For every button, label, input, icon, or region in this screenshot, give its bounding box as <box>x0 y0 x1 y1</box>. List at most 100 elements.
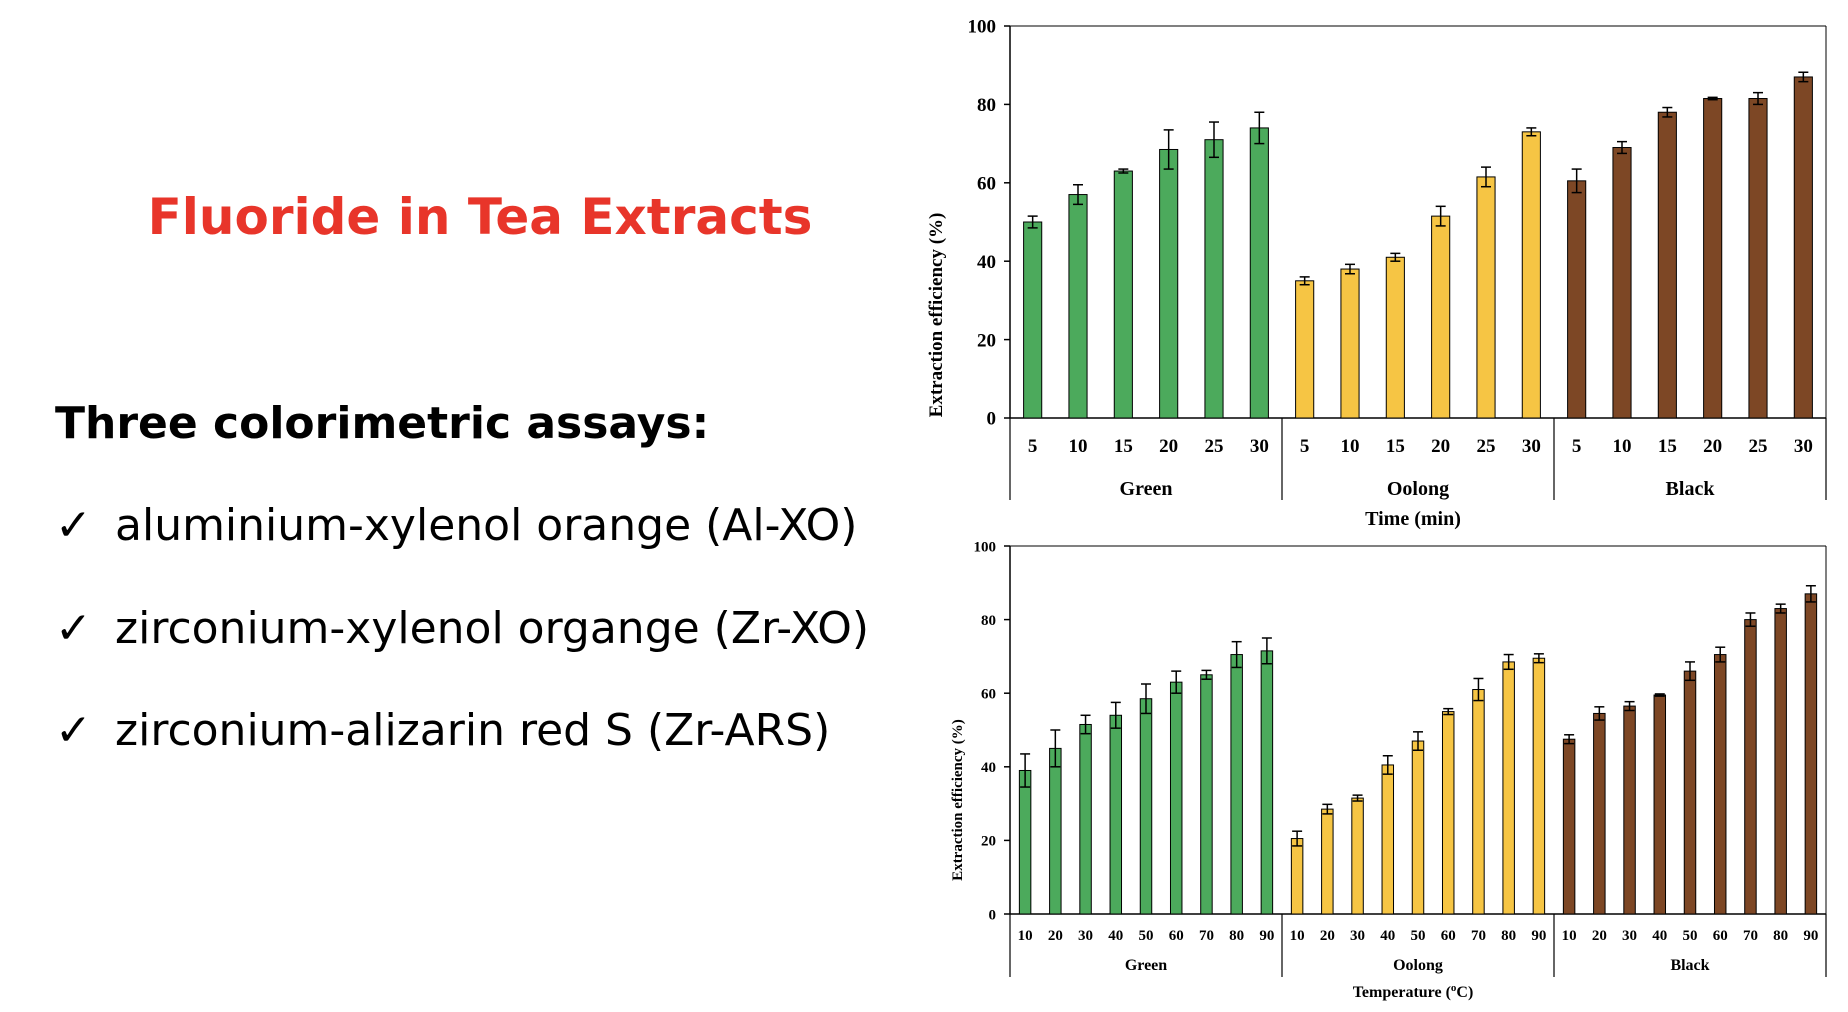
bar <box>1321 808 1334 915</box>
bar <box>1411 740 1425 915</box>
y-tick-label: 40 <box>977 252 996 273</box>
x-tick-label: 25 <box>1477 436 1496 457</box>
checkmark-icon: ✓ <box>55 603 92 654</box>
x-tick-label: 80 <box>1501 928 1516 944</box>
bar <box>1804 593 1818 915</box>
bar <box>1381 764 1395 915</box>
x-tick-label: 25 <box>1749 436 1768 457</box>
assay-label: aluminium-xylenol orange (Al-XO) <box>115 500 858 551</box>
bar <box>1249 127 1269 419</box>
bar <box>1748 98 1768 419</box>
bar <box>1200 674 1213 915</box>
group-label: Green <box>1120 478 1173 500</box>
y-tick-label: 60 <box>981 686 996 702</box>
chart1-ylabel: Extraction efficiency (%) <box>926 213 947 418</box>
y-tick-label: 0 <box>989 907 997 923</box>
group-label: Oolong <box>1393 957 1443 974</box>
bar <box>1340 268 1360 419</box>
x-tick-label: 70 <box>1471 928 1486 944</box>
checkmark-icon: ✓ <box>55 500 92 551</box>
bar <box>1230 654 1243 915</box>
bar <box>1385 256 1405 419</box>
bar <box>1476 176 1496 419</box>
y-tick-label: 80 <box>981 613 996 629</box>
assay-item-zr-ars: ✓ zirconium-alizarin red S (Zr-ARS) <box>55 705 830 756</box>
x-tick-label: 30 <box>1250 436 1269 457</box>
bar <box>1295 280 1315 419</box>
bar <box>1109 714 1123 915</box>
x-tick-label: 15 <box>1114 436 1133 457</box>
bar <box>1079 723 1092 915</box>
bar <box>1774 608 1787 915</box>
x-tick-label: 25 <box>1205 436 1224 457</box>
x-tick-label: 80 <box>1773 928 1788 944</box>
bar <box>1018 769 1032 915</box>
x-tick-label: 30 <box>1794 436 1813 457</box>
y-tick-label: 100 <box>974 539 997 555</box>
bar <box>1567 180 1587 419</box>
y-tick-label: 80 <box>977 95 996 116</box>
x-tick-label: 50 <box>1683 928 1698 944</box>
y-tick-label: 20 <box>977 330 996 351</box>
x-tick-label: 30 <box>1522 436 1541 457</box>
x-tick-label: 40 <box>1652 928 1667 944</box>
bar <box>1593 712 1606 915</box>
x-tick-label: 5 <box>1300 436 1310 457</box>
slide-title: Fluoride in Tea Extracts <box>147 188 813 246</box>
bar <box>1351 797 1364 915</box>
bar <box>1703 98 1723 419</box>
x-tick-label: 5 <box>1572 436 1582 457</box>
group-label: Black <box>1670 957 1709 974</box>
group-label: Green <box>1125 957 1167 974</box>
x-tick-label: 20 <box>1703 436 1722 457</box>
bar <box>1159 148 1179 419</box>
x-tick-label: 20 <box>1320 928 1335 944</box>
y-tick-label: 0 <box>987 409 997 430</box>
checkmark-icon: ✓ <box>55 705 92 756</box>
x-tick-label: 20 <box>1048 928 1063 944</box>
x-tick-label: 50 <box>1411 928 1426 944</box>
bar <box>1441 711 1455 915</box>
bar <box>1169 681 1183 915</box>
assay-item-zr-xo: ✓ zirconium-xylenol organge (Zr-XO) <box>55 603 869 654</box>
x-tick-label: 5 <box>1028 436 1038 457</box>
x-tick-label: 30 <box>1622 928 1637 944</box>
bar <box>1068 194 1088 419</box>
x-tick-label: 80 <box>1229 928 1244 944</box>
bar <box>1139 698 1153 915</box>
x-tick-label: 15 <box>1658 436 1677 457</box>
x-tick-label: 10 <box>1290 928 1305 944</box>
chart-extraction-vs-time: 0 20 40 60 80 100 5 10 15 20 25 30 Green 5 10 15 20 25 30 O… <box>968 17 1827 500</box>
x-tick-label: 10 <box>1341 436 1360 457</box>
bar <box>1532 657 1546 915</box>
bar <box>1290 838 1304 915</box>
x-tick-label: 70 <box>1743 928 1758 944</box>
chart1-xlabel: Time (min) <box>1365 508 1461 530</box>
bar <box>1049 747 1062 915</box>
bar <box>1431 215 1451 419</box>
x-tick-label: 60 <box>1713 928 1728 944</box>
y-tick-label: 20 <box>981 834 996 850</box>
y-tick-label: 100 <box>968 17 997 38</box>
x-tick-label: 50 <box>1139 928 1154 944</box>
bar <box>1653 694 1667 915</box>
group-label: Oolong <box>1387 478 1449 500</box>
bar <box>1713 654 1727 915</box>
y-tick-label: 40 <box>981 760 996 776</box>
y-tick-label: 60 <box>977 173 996 194</box>
assay-item-al-xo: ✓ aluminium-xylenol orange (Al-XO) <box>55 500 857 551</box>
bar <box>1260 650 1274 915</box>
x-tick-label: 20 <box>1431 436 1450 457</box>
bar <box>1502 661 1515 915</box>
x-tick-label: 20 <box>1159 436 1178 457</box>
chart-extraction-vs-temperature: 0 20 40 60 80 100 10 20 30 40 50 60 70 80 90 Green 10 20 3… <box>974 539 1827 977</box>
assay-label: zirconium-xylenol organge (Zr-XO) <box>115 603 870 654</box>
x-tick-label: 40 <box>1380 928 1395 944</box>
chart2-xlabel: Temperature (oC) <box>1353 982 1474 1001</box>
x-tick-label: 10 <box>1069 436 1088 457</box>
bar <box>1204 139 1224 419</box>
bar <box>1657 111 1677 419</box>
bar <box>1113 170 1133 419</box>
bar <box>1612 147 1632 419</box>
